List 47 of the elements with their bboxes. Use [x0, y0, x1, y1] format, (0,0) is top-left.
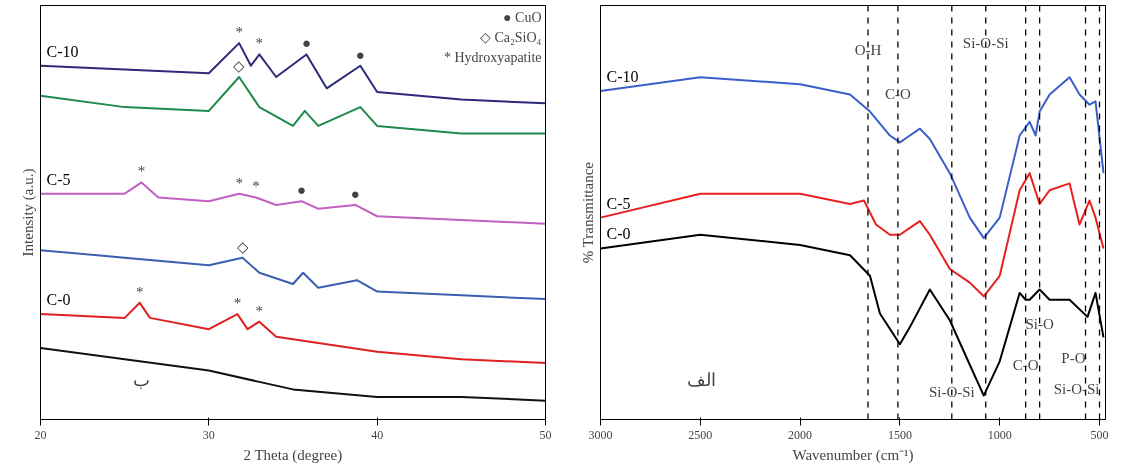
annotation: ◇: [236, 238, 249, 255]
annotation: *: [233, 295, 242, 312]
series-label: C-5: [46, 170, 71, 188]
x-tick-label: 30: [202, 427, 215, 442]
annotation: ●: [296, 182, 306, 199]
series-label: C-0: [606, 225, 631, 243]
annotation: *: [255, 302, 264, 319]
annotation: ب: [133, 369, 150, 390]
series-label: C-5: [606, 194, 631, 212]
annotation: *: [255, 35, 264, 52]
annotation: * Hydroxyapatite: [443, 49, 542, 65]
x-tick-label: 50: [539, 427, 552, 442]
x-tick-label: 2500: [688, 427, 713, 442]
series-label: C-10: [606, 68, 639, 86]
annotation: ●: [355, 46, 365, 63]
annotation: C-O: [1012, 356, 1039, 373]
annotation: ●: [301, 35, 311, 52]
annotation: *: [235, 174, 243, 191]
annotation: *: [137, 163, 146, 180]
annotation: Si-O: [1025, 315, 1054, 332]
annotation: ●: [350, 185, 360, 202]
annotation: *: [252, 178, 260, 195]
x-tick-label: 40: [371, 427, 384, 442]
y-axis-title: Intensity (a.u.): [19, 168, 37, 257]
x-axis-title: 2 Theta (degree): [243, 446, 343, 464]
annotation: *: [136, 283, 144, 300]
annotation: الف: [687, 369, 716, 390]
x-tick-label: 2000: [788, 427, 813, 442]
x-tick-label: 20: [34, 427, 47, 442]
x-tick-label: 1500: [887, 427, 912, 442]
x-tick-label: 3000: [588, 427, 613, 442]
annotation: C-O: [884, 86, 911, 103]
y-axis-title: % Transmittance: [579, 161, 596, 264]
annotation: O-H: [854, 41, 882, 58]
annotation: ◇: [233, 58, 246, 75]
annotation: P-O: [1061, 349, 1086, 366]
annotation: Si-O-Si: [1053, 380, 1100, 397]
x-tick-label: 500: [1090, 427, 1109, 442]
x-axis-title: Wavenumber (cm⁻¹): [792, 446, 914, 464]
annotation: *: [235, 24, 243, 41]
series-label: C-0: [46, 291, 71, 309]
annotation: ◇ Ca₂SiO₄: [479, 29, 542, 45]
annotation: Si-O-Si: [928, 384, 975, 401]
text: ● CuO: [503, 9, 542, 25]
x-tick-label: 1000: [987, 427, 1012, 442]
annotation: Si-O-Si: [962, 35, 1009, 52]
series-label: C-10: [46, 42, 79, 60]
